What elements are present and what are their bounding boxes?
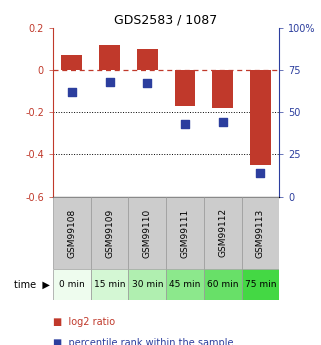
Bar	[128, 197, 166, 269]
Text: ■  log2 ratio: ■ log2 ratio	[53, 317, 115, 327]
Point	[107, 79, 112, 85]
Text: ■  percentile rank within the sample: ■ percentile rank within the sample	[53, 338, 233, 345]
Bar	[137, 49, 158, 70]
Bar	[241, 197, 279, 269]
Text: time  ▶: time ▶	[14, 280, 50, 289]
Bar	[99, 45, 120, 70]
Text: 15 min: 15 min	[94, 280, 125, 289]
Bar	[53, 197, 91, 269]
Point	[69, 89, 74, 95]
Bar	[212, 70, 233, 108]
Bar	[250, 70, 271, 165]
Text: GSM99111: GSM99111	[180, 208, 189, 257]
Text: GSM99112: GSM99112	[218, 208, 227, 257]
Bar	[61, 55, 82, 70]
Bar	[241, 269, 279, 300]
Text: GSM99109: GSM99109	[105, 208, 114, 257]
Bar	[53, 269, 91, 300]
Bar	[91, 197, 128, 269]
Point	[220, 119, 225, 125]
Point	[182, 121, 187, 127]
Bar	[166, 197, 204, 269]
Bar	[175, 70, 195, 106]
Text: 0 min: 0 min	[59, 280, 85, 289]
Text: 45 min: 45 min	[169, 280, 201, 289]
Bar	[128, 269, 166, 300]
Bar	[166, 269, 204, 300]
Point	[145, 81, 150, 86]
Text: 60 min: 60 min	[207, 280, 239, 289]
Bar	[91, 269, 128, 300]
Title: GDS2583 / 1087: GDS2583 / 1087	[115, 13, 218, 27]
Point	[258, 170, 263, 176]
Text: GSM99110: GSM99110	[143, 208, 152, 257]
Bar	[204, 269, 241, 300]
Text: 30 min: 30 min	[132, 280, 163, 289]
Text: GSM99113: GSM99113	[256, 208, 265, 257]
Bar	[204, 197, 241, 269]
Text: 75 min: 75 min	[245, 280, 276, 289]
Text: GSM99108: GSM99108	[67, 208, 76, 257]
